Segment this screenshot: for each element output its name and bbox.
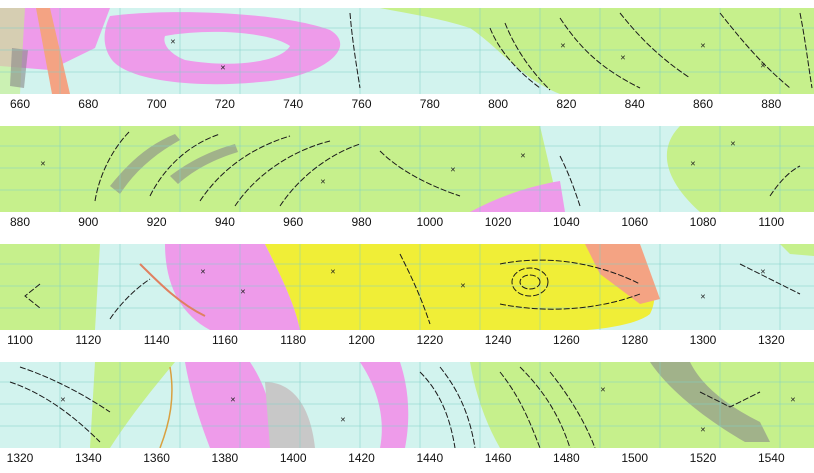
- scale-tick-label: 1260: [553, 333, 580, 347]
- scale-tick-label: 920: [146, 215, 167, 229]
- geologic-map-section-3: ✕ ✕ ✕ ✕ ✕ ✕: [0, 244, 814, 330]
- scale-tick-label: 1360: [143, 451, 170, 465]
- scale-tick-label: 1420: [348, 451, 375, 465]
- scale-tick-label: 1040: [553, 215, 580, 229]
- scale-tick-label: 720: [214, 97, 235, 111]
- scale-tick-label: 860: [692, 97, 714, 111]
- geologic-map-section-1: ✕ ✕ ✕ ✕ ✕ ✕: [0, 8, 814, 94]
- svg-text:✕: ✕: [40, 160, 46, 168]
- scale-tick-label: 740: [283, 97, 304, 111]
- scale-tick-label: 1140: [143, 333, 170, 347]
- scale-tick-label: 1200: [348, 333, 375, 347]
- svg-text:✕: ✕: [200, 268, 206, 276]
- scale-tick-label: 1240: [484, 333, 512, 347]
- scale-tick-label: 1320: [757, 333, 785, 347]
- svg-text:✕: ✕: [690, 160, 696, 168]
- scale-tick-label: 1500: [621, 451, 649, 465]
- map-strip-4: ✕ ✕ ✕ ✕ ✕ ✕ 1320 1340 1360 1380 1400 1420 1440 1460…: [0, 362, 814, 473]
- scale-tick-label: 900: [78, 215, 99, 229]
- scale-tick-label: 1060: [621, 215, 649, 229]
- svg-text:✕: ✕: [460, 282, 466, 290]
- scale-ticks-3: 1100 1120 1140 1160 1180 1200 1220 1240 1260 1280…: [0, 333, 814, 353]
- scale-tick-label: 880: [761, 97, 782, 111]
- scale-tick-label: 1300: [689, 333, 717, 347]
- svg-text:✕: ✕: [700, 426, 706, 434]
- scale-tick-label: 780: [419, 97, 440, 111]
- scale-tick-label: 1100: [758, 215, 785, 229]
- scale-tick-label: 1100: [7, 333, 33, 347]
- svg-text:✕: ✕: [620, 54, 626, 62]
- scale-tick-label: 1220: [416, 333, 444, 347]
- scale-tick-label: 1080: [689, 215, 717, 229]
- svg-text:✕: ✕: [560, 42, 566, 50]
- map-strip-3: ✕ ✕ ✕ ✕ ✕ ✕ 1100 1120 1140 1160 1180 1200 1220 1240…: [0, 244, 814, 356]
- scale-tick-label: 960: [283, 215, 304, 229]
- scale-ticks-2: 880 900 920 940 960 980 1000 1020 1040 1060 1080 11…: [0, 215, 814, 235]
- map-strip-1: ✕ ✕ ✕ ✕ ✕ ✕ 660 680 700 720 740 760 780 800 820 840 86…: [0, 8, 814, 120]
- svg-text:✕: ✕: [320, 178, 326, 186]
- svg-text:✕: ✕: [340, 416, 346, 424]
- scale-tick-label: 1000: [416, 215, 444, 229]
- scale-ticks-1: 660 680 700 720 740 760 780 800 820 840 860 880: [0, 97, 814, 117]
- scale-tick-label: 940: [214, 215, 235, 229]
- scale-tick-label: 1520: [689, 451, 717, 465]
- scale-tick-label: 1380: [211, 451, 239, 465]
- scale-tick-label: 1540: [757, 451, 785, 465]
- svg-text:✕: ✕: [790, 396, 796, 404]
- svg-text:✕: ✕: [60, 396, 66, 404]
- scale-tick-label: 660: [9, 97, 31, 111]
- scale-tick-label: 1180: [280, 333, 307, 347]
- scale-tick-label: 1480: [553, 451, 580, 465]
- scale-tick-label: 1280: [621, 333, 649, 347]
- scale-tick-label: 980: [351, 215, 372, 229]
- scale-tick-label: 760: [351, 97, 372, 111]
- svg-text:✕: ✕: [730, 140, 736, 148]
- svg-text:✕: ✕: [760, 62, 766, 70]
- scale-tick-label: 820: [556, 97, 577, 111]
- svg-text:✕: ✕: [450, 166, 456, 174]
- scale-tick-label: 1120: [75, 333, 102, 347]
- scale-tick-label: 800: [488, 97, 509, 111]
- svg-text:✕: ✕: [170, 38, 176, 46]
- scale-tick-label: 880: [9, 215, 31, 229]
- geologic-map-section-2: ✕ ✕ ✕ ✕ ✕ ✕: [0, 126, 814, 212]
- scale-tick-label: 1340: [74, 451, 102, 465]
- svg-text:✕: ✕: [700, 42, 706, 50]
- scale-tick-label: 1440: [416, 451, 444, 465]
- svg-text:✕: ✕: [330, 268, 336, 276]
- svg-text:✕: ✕: [230, 396, 236, 404]
- scale-ticks-4: 1320 1340 1360 1380 1400 1420 1440 1460 1480 1500…: [0, 451, 814, 471]
- svg-text:✕: ✕: [220, 64, 226, 72]
- svg-text:✕: ✕: [520, 152, 526, 160]
- scale-tick-label: 1460: [484, 451, 512, 465]
- scale-tick-label: 1020: [484, 215, 512, 229]
- scale-tick-label: 1160: [211, 333, 238, 347]
- scale-tick-label: 840: [624, 97, 645, 111]
- svg-text:✕: ✕: [700, 293, 706, 301]
- scale-tick-label: 700: [146, 97, 167, 111]
- scale-tick-label: 680: [78, 97, 99, 111]
- svg-text:✕: ✕: [240, 288, 246, 296]
- svg-text:✕: ✕: [760, 268, 766, 276]
- svg-text:✕: ✕: [600, 386, 606, 394]
- map-strip-2: ✕ ✕ ✕ ✕ ✕ ✕ 880 900 920 940 960 980 1000 1020 1040 10…: [0, 126, 814, 238]
- scale-tick-label: 1400: [279, 451, 307, 465]
- geologic-map-section-4: ✕ ✕ ✕ ✕ ✕ ✕: [0, 362, 814, 448]
- scale-tick-label: 1320: [6, 451, 34, 465]
